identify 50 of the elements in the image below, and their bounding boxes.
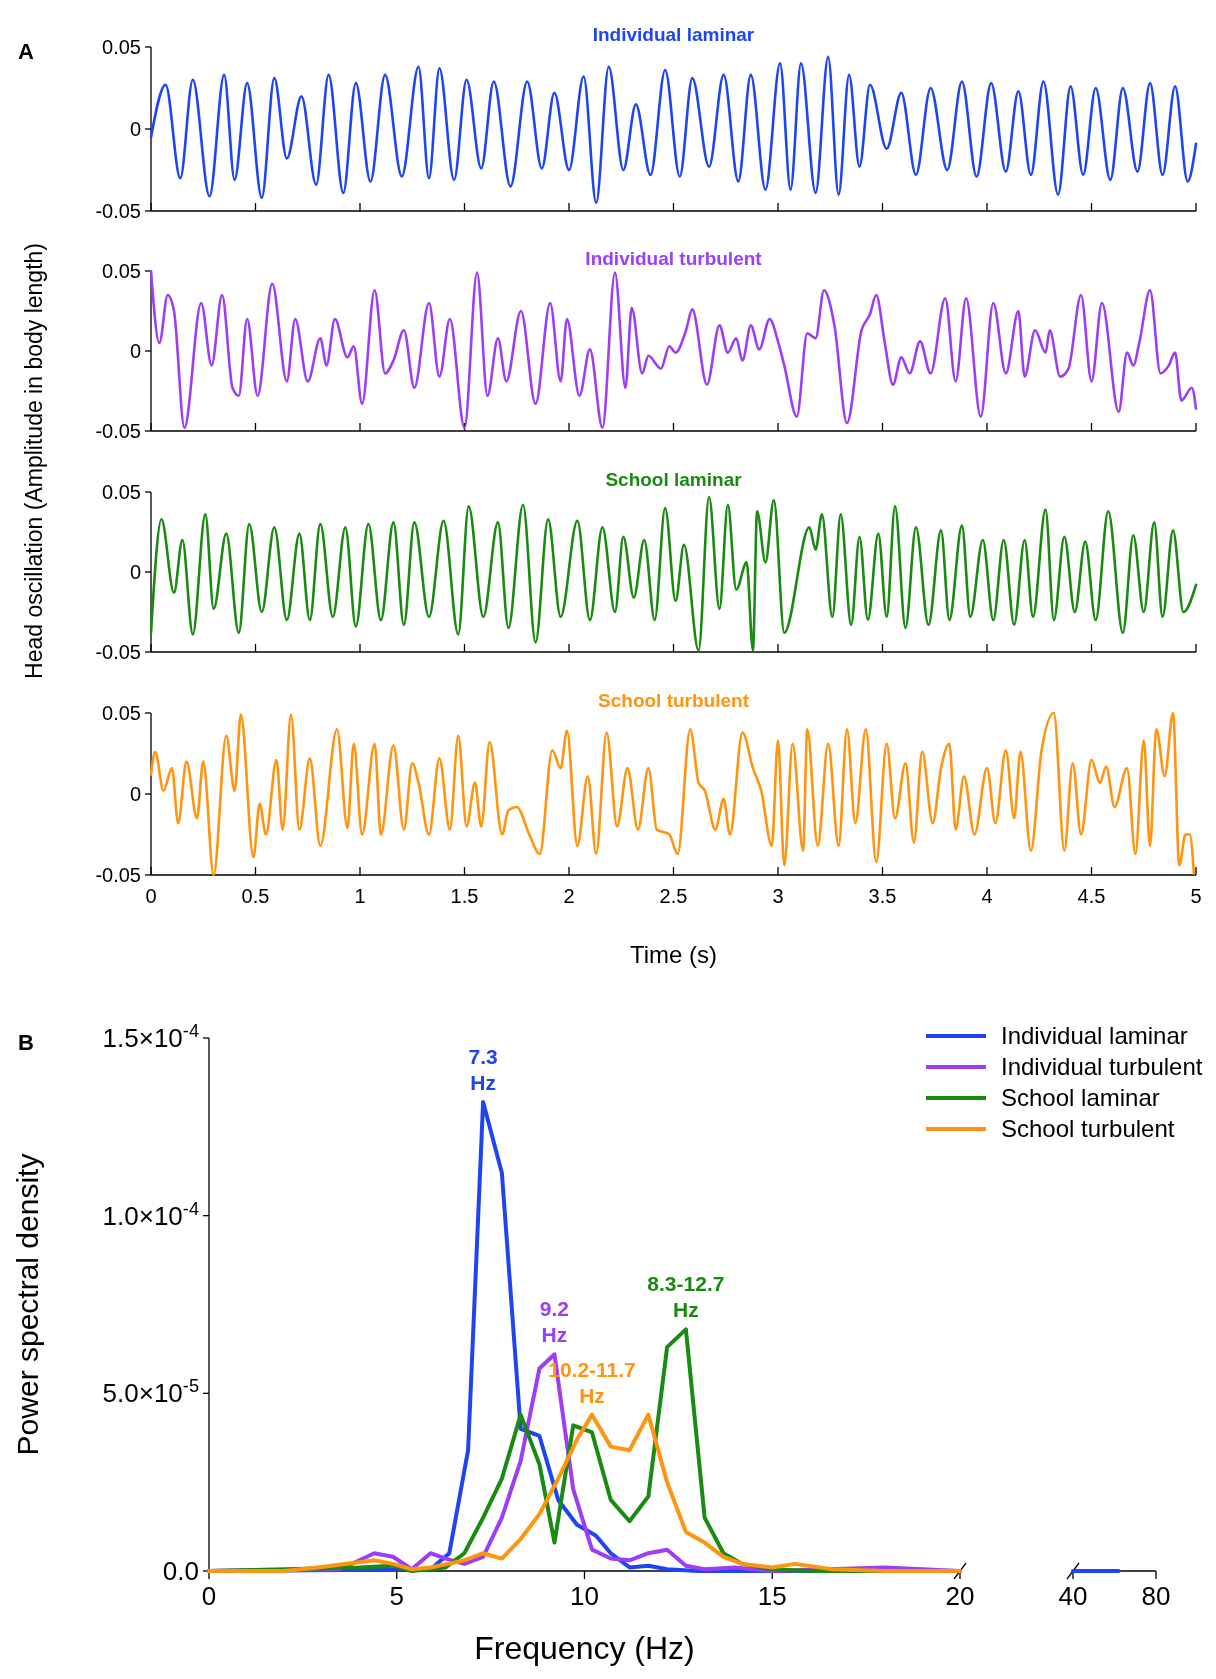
annotation: 8.3-12.7 Hz bbox=[647, 1272, 725, 1322]
chart-title: School laminar bbox=[605, 469, 743, 490]
y-tick-label: 0 bbox=[129, 561, 141, 583]
legend-label: School laminar bbox=[1001, 1084, 1160, 1112]
annotation: 7.3 Hz bbox=[468, 1044, 498, 1094]
x-tick-label: 2 bbox=[563, 885, 575, 907]
y-tick-label: 0.05 bbox=[102, 481, 141, 503]
y-tick-label: 1.5×10$^{-4}$ bbox=[102, 1021, 199, 1054]
chart-title: Individual turbulent bbox=[585, 248, 763, 269]
x-tick-label: 20 bbox=[945, 1581, 975, 1611]
x-tick-label: 5 bbox=[1190, 885, 1202, 907]
x-tick-label: 3.5 bbox=[868, 885, 897, 907]
text: B bbox=[18, 1030, 34, 1055]
y-tick-label: 0 bbox=[129, 118, 141, 140]
y-tick-label: 0 bbox=[129, 783, 141, 805]
y-tick-label: 0.05 bbox=[102, 702, 141, 724]
y-tick-label: -0.05 bbox=[95, 420, 141, 442]
y-tick-label: 1.0×10$^{-4}$ bbox=[102, 1198, 199, 1231]
legend-label: School turbulent bbox=[1001, 1115, 1175, 1143]
x-tick-label: 10 bbox=[570, 1581, 599, 1611]
x-axis-title: Time (s) bbox=[629, 941, 718, 968]
x-tick-label: 1 bbox=[354, 885, 366, 907]
x-tick-label: 15 bbox=[757, 1581, 787, 1611]
y-tick-label: -0.05 bbox=[95, 200, 141, 222]
x-tick-label: 3 bbox=[772, 885, 784, 907]
x-tick-label: 5 bbox=[389, 1581, 404, 1611]
x-axis-title: Frequency (Hz) bbox=[474, 1630, 695, 1666]
chart-title: School turbulent bbox=[598, 690, 750, 711]
chart-title: Individual laminar bbox=[592, 24, 755, 45]
legend-label: Individual turbulent bbox=[1001, 1053, 1203, 1081]
y-tick-label: 0.05 bbox=[102, 36, 141, 58]
y-tick-label: 0 bbox=[129, 340, 141, 362]
y-axis-title: Power spectral density bbox=[11, 1153, 44, 1456]
x-tick-label: 40 bbox=[1058, 1581, 1088, 1611]
y-tick-label: 5.0×10$^{-5}$ bbox=[102, 1376, 199, 1409]
y-tick-label: -0.05 bbox=[95, 641, 141, 663]
y-tick-label: -0.05 bbox=[95, 864, 141, 886]
y-axis-title: Head oscillation (Amplitude in body length) bbox=[21, 243, 47, 679]
y-tick-label: 0.0 bbox=[162, 1556, 199, 1587]
annotation: 9.2 Hz bbox=[539, 1297, 570, 1347]
x-tick-label: 4 bbox=[981, 885, 993, 907]
x-tick-label: 1.5 bbox=[450, 885, 479, 907]
line-series bbox=[149, 55, 1198, 205]
x-tick-label: 2.5 bbox=[659, 885, 688, 907]
x-tick-label: 80 bbox=[1141, 1581, 1171, 1611]
text: A bbox=[18, 39, 34, 64]
x-tick-label: 0.5 bbox=[241, 885, 270, 907]
legend-label: Individual laminar bbox=[1001, 1022, 1188, 1050]
y-tick-label: 0.05 bbox=[102, 260, 141, 282]
x-tick-label: 4.5 bbox=[1077, 885, 1106, 907]
